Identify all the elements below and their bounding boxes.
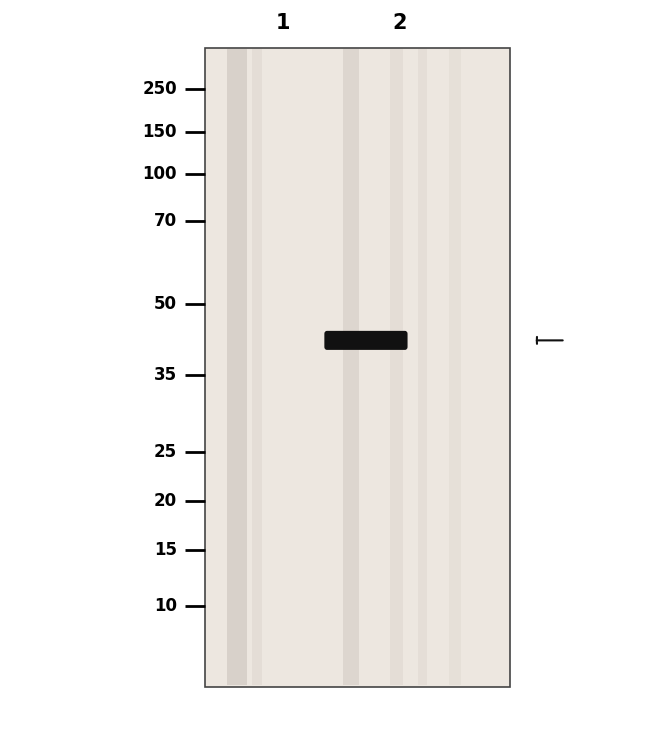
Text: 10: 10 — [154, 597, 177, 615]
Bar — [390, 49, 403, 685]
Text: 25: 25 — [153, 444, 177, 461]
Text: 35: 35 — [153, 366, 177, 384]
Bar — [449, 49, 461, 685]
Text: 70: 70 — [153, 212, 177, 230]
Bar — [418, 49, 428, 685]
Text: 1: 1 — [276, 13, 290, 34]
FancyBboxPatch shape — [324, 331, 408, 350]
Text: 250: 250 — [142, 81, 177, 98]
Bar — [343, 49, 359, 685]
Text: 100: 100 — [142, 165, 177, 183]
Bar — [205, 48, 510, 687]
Text: 150: 150 — [142, 123, 177, 141]
Text: 15: 15 — [154, 542, 177, 559]
Text: 50: 50 — [154, 295, 177, 313]
Bar — [252, 49, 261, 685]
Text: 2: 2 — [393, 13, 407, 34]
Ellipse shape — [325, 332, 344, 349]
Bar — [227, 49, 247, 685]
Text: 20: 20 — [153, 492, 177, 509]
